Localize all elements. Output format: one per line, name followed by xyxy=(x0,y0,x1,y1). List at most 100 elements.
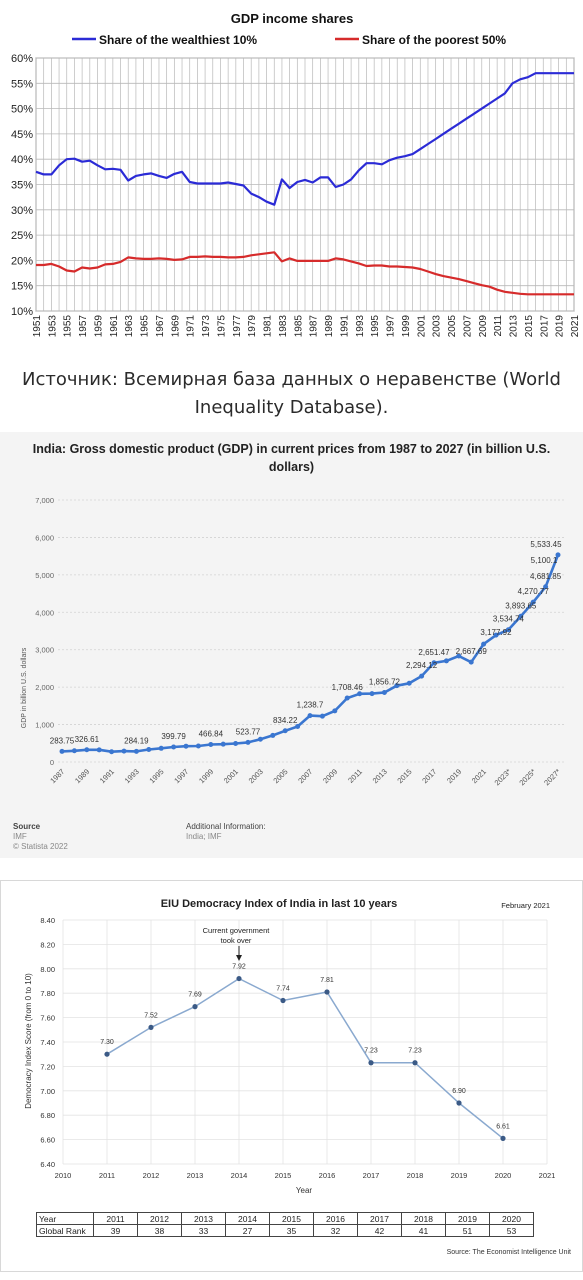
chart2-y-ticks: 0 1,000 2,000 3,000 4,000 5,000 6,000 7,000 xyxy=(35,496,54,767)
chart3-data-labels: 7.30 7.52 7.69 7.92 7.74 7.81 7.23 7.23 6.90 6.61 xyxy=(100,964,510,1131)
x-tick-label: 2017 xyxy=(539,315,550,338)
source-caption: Источник: Всемирная база данных о нераве… xyxy=(22,369,561,418)
gdp-data-label: 5,533.45 xyxy=(530,540,562,549)
y-tick-label: 7.20 xyxy=(40,1062,55,1071)
chart3-x-ticks: 2010 2011 2012 2013 2014 2015 2016 2017 2018 2019… xyxy=(55,1171,556,1180)
democracy-index-chart-panel: EIU Democracy Index of India in last 10 … xyxy=(0,880,583,1272)
y-tick-label: 45% xyxy=(11,129,33,141)
table-cell: 2014 xyxy=(225,1212,270,1225)
x-tick-label: 2011 xyxy=(493,315,504,337)
gdp-data-label: 283.75 xyxy=(50,736,75,745)
india-gdp-chart: India: Gross domestic product (GDP) in c… xyxy=(21,442,564,787)
chart2-data-labels: 283.75 326.61 284.19 399.79 466.84 523.77 834.… xyxy=(50,540,562,745)
x-tick-label: 2003 xyxy=(432,315,443,338)
x-tick-label: 2010 xyxy=(55,1171,72,1180)
y-tick-label: 8.00 xyxy=(40,965,55,974)
gdp-data-point xyxy=(282,728,288,734)
x-tick-label: 2009 xyxy=(321,767,339,785)
chart2-x-ticks: 1987 1989 1991 1993 1995 1997 1999 2001 2003 2005… xyxy=(48,767,562,787)
x-tick-label: 1979 xyxy=(247,315,258,338)
gdp-data-point xyxy=(109,749,115,755)
x-tick-label: 1999 xyxy=(197,767,215,785)
democracy-data-point xyxy=(148,1024,154,1030)
gdp-data-point xyxy=(493,632,499,638)
x-tick-label: 2011 xyxy=(346,767,364,785)
x-tick-label: 2014 xyxy=(231,1171,248,1180)
chart2-y-axis-label: GDP in billion U.S. dollars xyxy=(21,647,28,728)
gdp-data-point xyxy=(431,660,437,666)
x-tick-label: 1963 xyxy=(124,315,135,338)
democracy-data-label: 7.81 xyxy=(320,977,334,984)
table-cell: 32 xyxy=(313,1224,358,1237)
y-tick-label: 40% xyxy=(11,154,33,166)
y-tick-label: 35% xyxy=(11,180,33,192)
chart3-y-ticks: 6.40 6.60 6.80 7.00 7.20 7.40 7.60 7.80 8.00 8.20… xyxy=(40,916,55,1169)
x-tick-label: 1965 xyxy=(140,315,151,338)
gdp-data-point xyxy=(307,713,313,719)
gdp-data-point xyxy=(121,748,127,754)
x-tick-label: 1969 xyxy=(170,315,181,338)
x-tick-label: 1997 xyxy=(172,767,190,785)
gdp-data-point xyxy=(208,742,214,748)
x-tick-label: 2017 xyxy=(420,767,438,785)
gdp-data-point xyxy=(468,659,474,665)
gdp-data-label: 399.79 xyxy=(161,732,186,741)
gdp-data-label: 2,667.69 xyxy=(456,647,488,656)
gdp-data-label: 523.77 xyxy=(236,727,261,736)
gdp-data-label: 2,651.47 xyxy=(418,648,450,657)
x-tick-label: 2025* xyxy=(517,767,537,787)
x-tick-label: 2018 xyxy=(407,1171,424,1180)
x-tick-label: 1959 xyxy=(93,315,104,338)
gdp-data-label: 2,294.12 xyxy=(406,661,438,670)
democracy-data-point xyxy=(324,989,330,995)
gdp-data-point xyxy=(295,723,301,729)
chart1-y-ticks: 10% 15% 20% 25% 30% 35% 40% 45% 50% 55% 60% xyxy=(11,53,33,318)
gdp-data-label: 5,100.1 xyxy=(531,556,558,565)
table-cell: 2019 xyxy=(445,1212,490,1225)
x-tick-label: 1977 xyxy=(232,315,243,338)
x-tick-label: 2020 xyxy=(495,1171,512,1180)
x-tick-label: 1973 xyxy=(201,315,212,338)
y-tick-label: 3,000 xyxy=(35,646,54,655)
x-tick-label: 2009 xyxy=(478,315,489,338)
chart1-x-ticks: 1951 1953 1955 1957 1959 1961 1963 1965 1967 1969… xyxy=(32,315,581,338)
democracy-data-label: 7.92 xyxy=(232,964,246,971)
gdp-data-label: 4,270.77 xyxy=(518,587,550,596)
source-line-1: IMF xyxy=(13,832,27,841)
gdp-data-point xyxy=(357,691,363,697)
y-tick-label: 6.40 xyxy=(40,1160,55,1169)
annotation-arrow xyxy=(236,946,242,961)
democracy-data-label: 6.90 xyxy=(452,1088,466,1095)
democracy-index-chart: EIU Democracy Index of India in last 10 … xyxy=(24,898,556,1195)
table-header-year: Year xyxy=(36,1212,94,1225)
table-cell: 35 xyxy=(269,1224,314,1237)
x-tick-label: 2021 xyxy=(570,315,581,338)
additional-info-label[interactable]: Additional Information: xyxy=(186,822,266,831)
x-tick-label: 2023* xyxy=(493,767,513,787)
annotation-line-1: Current government xyxy=(203,926,271,935)
democracy-data-label: 7.74 xyxy=(276,986,290,993)
table-cell: 2018 xyxy=(401,1212,446,1225)
y-tick-label: 10% xyxy=(11,306,33,318)
table-cell: 2016 xyxy=(313,1212,358,1225)
table-cell: 33 xyxy=(181,1224,226,1237)
x-tick-label: 2019 xyxy=(445,767,463,785)
gdp-data-point xyxy=(59,748,65,754)
x-tick-label: 1987 xyxy=(309,315,320,338)
gdp-data-label: 3,893.65 xyxy=(505,601,537,610)
y-tick-label: 5,000 xyxy=(35,571,54,580)
democracy-data-label: 7.23 xyxy=(408,1048,422,1055)
gdp-data-point xyxy=(406,680,412,686)
x-tick-label: 2001 xyxy=(222,767,240,785)
chart2-gridlines xyxy=(58,499,564,763)
x-tick-label: 2015 xyxy=(395,767,413,785)
y-tick-label: 20% xyxy=(11,255,33,267)
income-shares-chart: GDP income shares Share of the wealthies… xyxy=(11,11,581,338)
chart1-title: GDP income shares xyxy=(231,11,354,26)
table-cell: 2013 xyxy=(181,1212,226,1225)
table-cell: 51 xyxy=(445,1224,490,1237)
democracy-data-point xyxy=(368,1060,374,1066)
gdp-data-point xyxy=(195,743,201,749)
table-cell: 27 xyxy=(225,1224,270,1237)
y-tick-label: 7,000 xyxy=(35,496,54,505)
